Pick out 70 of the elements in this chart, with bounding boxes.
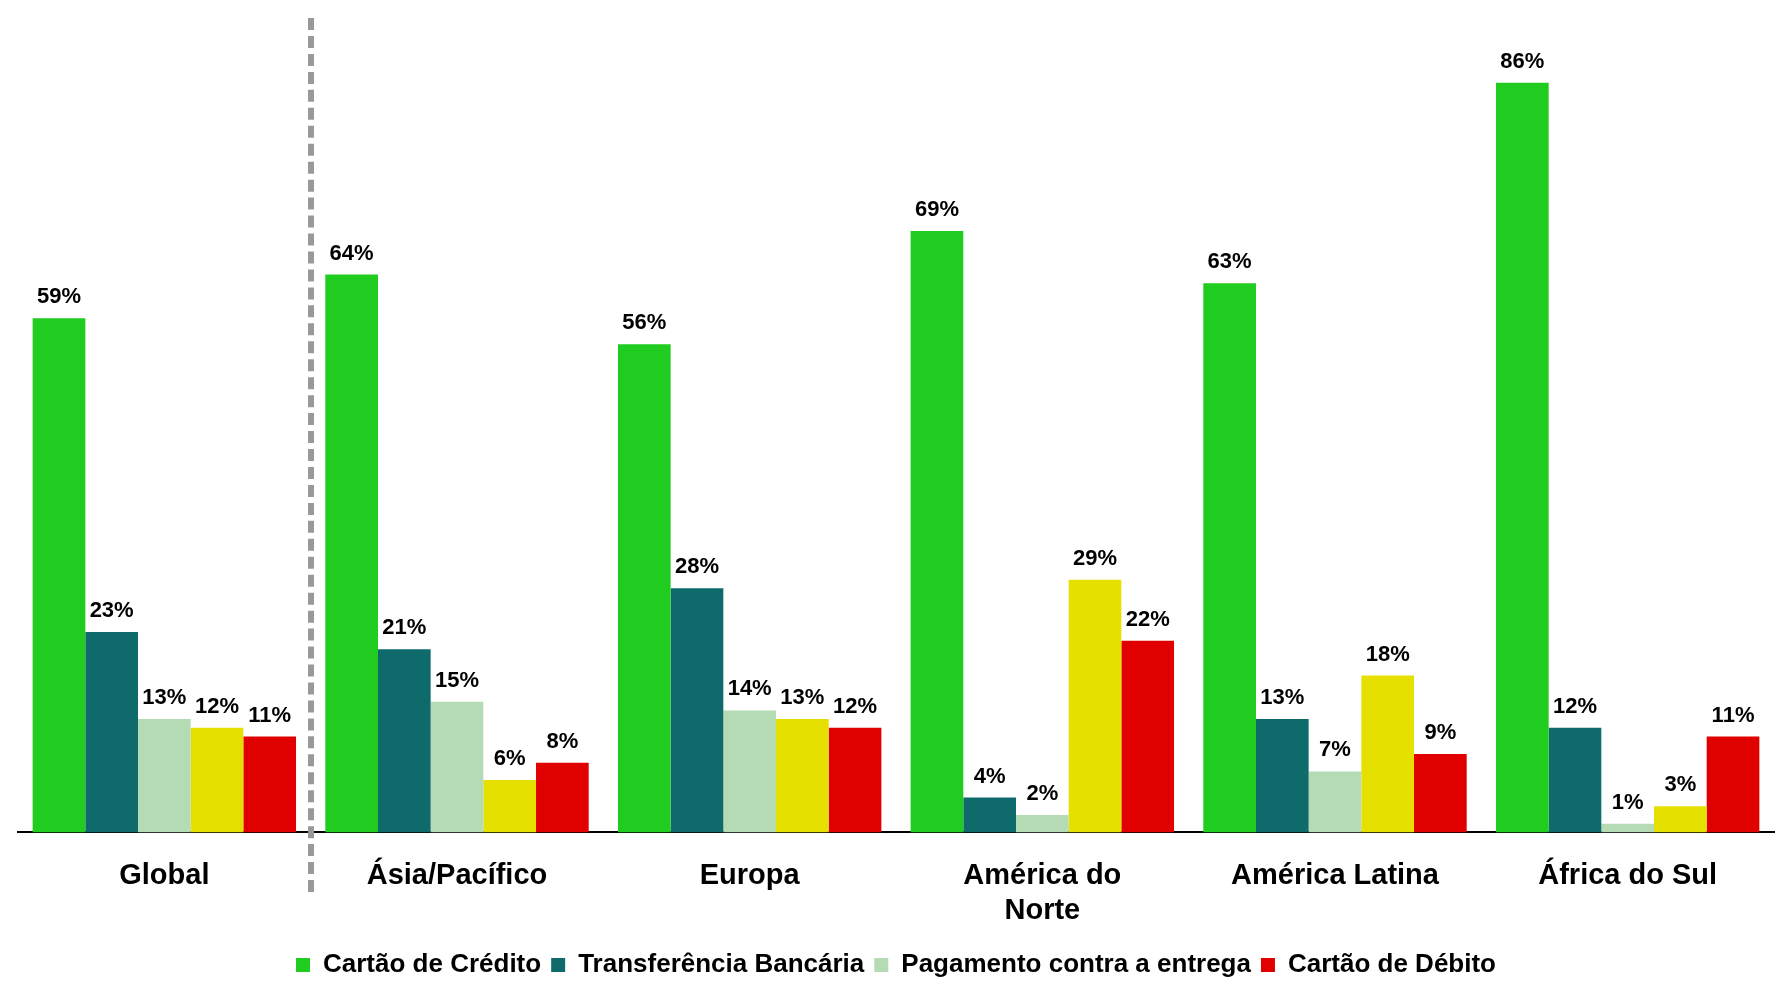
data-label: 13%: [780, 684, 825, 710]
data-label: 2%: [1026, 780, 1059, 806]
data-label: 12%: [1552, 692, 1598, 718]
data-label: 63%: [1207, 248, 1252, 274]
data-label: 6%: [493, 745, 526, 771]
bar: [243, 736, 297, 833]
bar: [1361, 675, 1415, 833]
legend-label: Cartão de Débito: [1287, 948, 1496, 979]
data-label: 56%: [622, 309, 667, 335]
data-label: 59%: [36, 283, 81, 309]
x-tick-label: América Latina: [1231, 857, 1440, 890]
x-tick-label: Global: [119, 857, 210, 890]
data-label: 64%: [329, 239, 374, 265]
data-label: 4%: [973, 762, 1006, 788]
data-label: 69%: [914, 196, 959, 222]
bar: [1548, 727, 1602, 833]
data-label: 18%: [1365, 640, 1410, 666]
bar: [617, 344, 671, 833]
data-label: 12%: [194, 692, 240, 718]
data-label: 13%: [1260, 684, 1305, 710]
x-tick-label: América do Norte: [963, 857, 1122, 925]
bar: [137, 719, 191, 833]
data-label: 3%: [1664, 771, 1697, 797]
data-label: 12%: [833, 692, 878, 718]
data-label: 14%: [727, 675, 772, 701]
bar: [1414, 753, 1467, 833]
data-label: 11%: [248, 701, 292, 727]
bar: [1654, 806, 1707, 833]
bar: [85, 631, 138, 833]
bar: [1495, 82, 1549, 833]
data-label: 86%: [1500, 47, 1545, 73]
data-label: 23%: [89, 597, 134, 622]
bar: [1121, 640, 1175, 833]
bar: [1203, 283, 1256, 833]
bar: [723, 710, 777, 833]
bar: [1706, 736, 1760, 833]
data-label: 29%: [1072, 544, 1118, 570]
x-tick-label: Ásia/Pacífico: [366, 856, 548, 890]
bar: [483, 780, 537, 833]
data-label: 15%: [434, 666, 480, 692]
data-label: 22%: [1125, 605, 1170, 631]
bar: [963, 797, 1016, 833]
bar: [776, 719, 829, 833]
data-label: 8%: [546, 727, 579, 753]
bar: [910, 231, 964, 833]
data-label: 28%: [674, 553, 720, 579]
bar: [430, 701, 484, 833]
bar: [1255, 719, 1309, 833]
bar: [32, 318, 86, 833]
bar: [1015, 814, 1069, 833]
data-label: 11%: [1711, 701, 1755, 727]
bar: [828, 727, 882, 833]
bar: [670, 588, 724, 833]
bar: [1068, 579, 1122, 833]
bar: [325, 274, 378, 833]
legend-label: Pagamento contra a entrega: [901, 948, 1252, 979]
data-label: 1%: [1611, 788, 1644, 814]
bar: [377, 649, 431, 833]
data-label: 9%: [1424, 719, 1457, 745]
data-label: 13%: [142, 684, 187, 710]
bar: [190, 727, 244, 833]
data-label: 7%: [1319, 736, 1351, 762]
x-tick-label: Europa: [699, 857, 801, 890]
x-tick-label: África do Sul: [1538, 856, 1718, 890]
legend-label: Cartão de Crédito: [323, 948, 542, 979]
legend-label: Transferência Bancária: [578, 948, 865, 979]
bar: [1308, 771, 1362, 833]
bar: [1601, 823, 1655, 833]
bar: [536, 762, 589, 833]
data-label: 21%: [382, 614, 427, 640]
